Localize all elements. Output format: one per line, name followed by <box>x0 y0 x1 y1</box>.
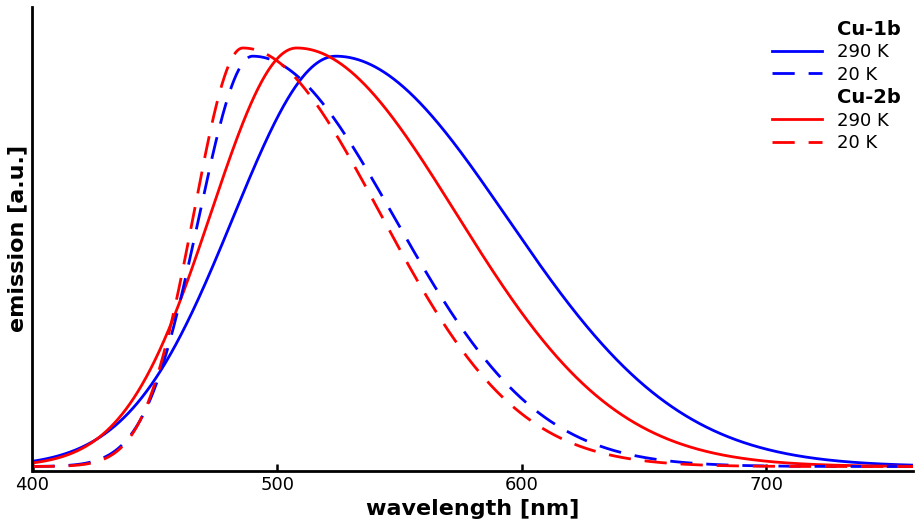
Legend: Cu-1b, 290 K, 20 K, Cu-2b, 290 K, 20 K: Cu-1b, 290 K, 20 K, Cu-2b, 290 K, 20 K <box>764 13 907 159</box>
X-axis label: wavelength [nm]: wavelength [nm] <box>366 499 579 519</box>
Y-axis label: emission [a.u.]: emission [a.u.] <box>7 145 27 332</box>
